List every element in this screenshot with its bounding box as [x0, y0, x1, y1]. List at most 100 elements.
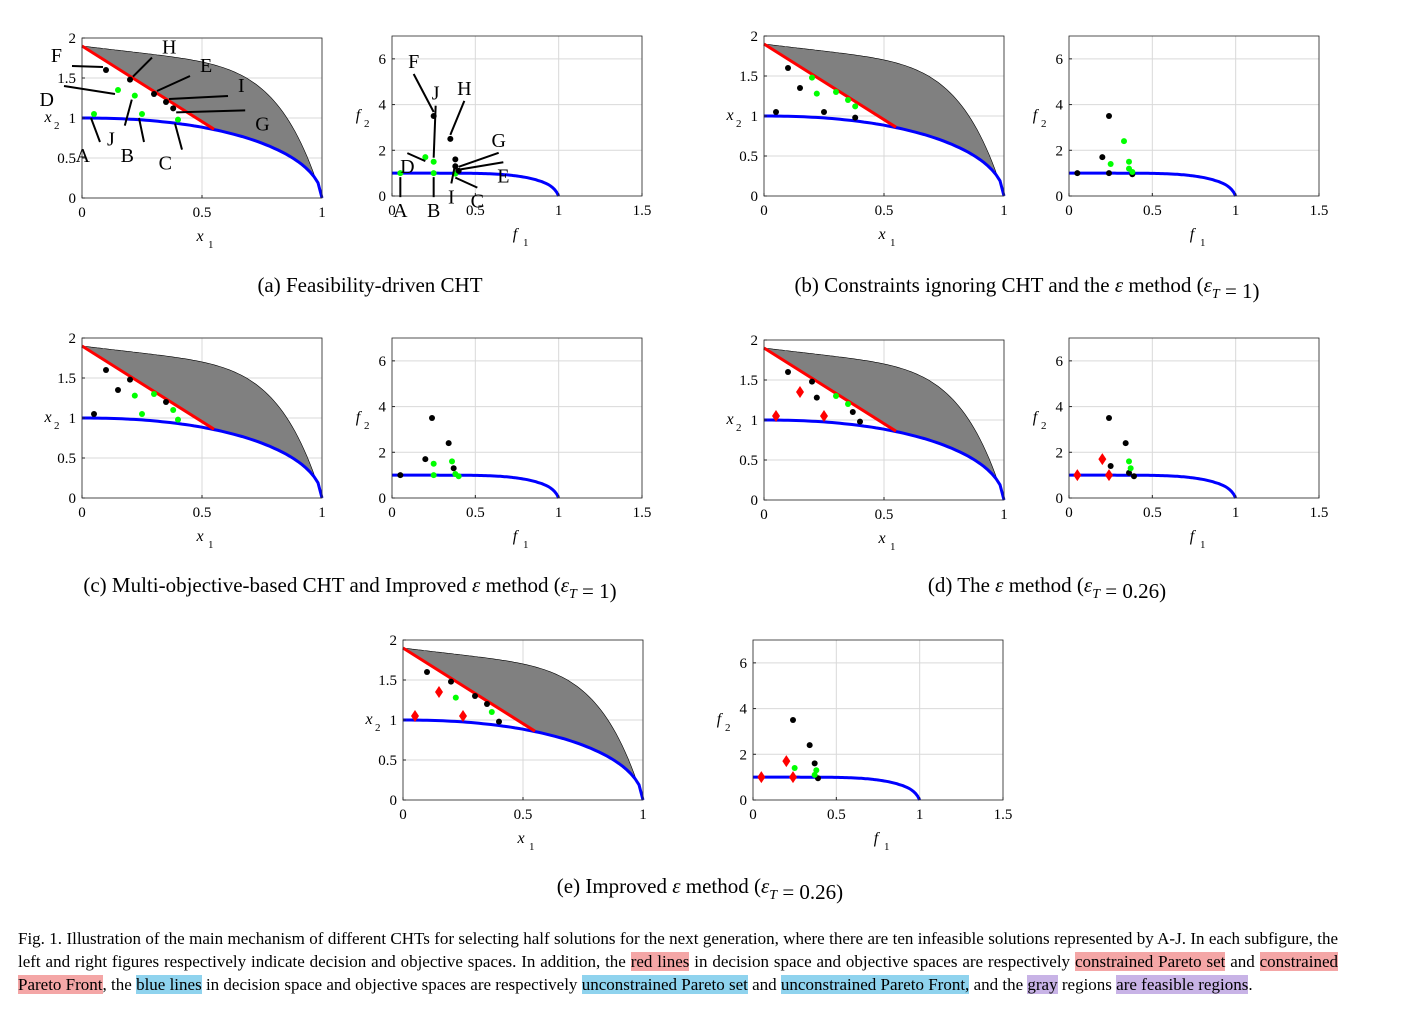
decision-e-diamond-point	[435, 686, 443, 698]
objective-a-xtick-label: 0.5	[466, 203, 485, 219]
decision-a-arrow-B	[138, 117, 145, 143]
caption-text-7: and the	[969, 975, 1028, 994]
decision-d-ylabel: x	[725, 411, 733, 428]
objective-a-arrow-C	[454, 176, 478, 189]
decision-a-xtick-label: 0	[78, 205, 86, 221]
objective-d-black-point	[1122, 440, 1129, 447]
objective-a-plot-frame	[391, 35, 643, 197]
decision-d-xtick-label: 0	[760, 507, 768, 523]
decision-b-unconstrained-set-line	[764, 114, 1006, 197]
decision-a-green-point	[131, 92, 138, 99]
objective-d-xtick-label: 1.5	[1310, 505, 1329, 521]
figure-caption: Fig. 1. Illustration of the main mechani…	[18, 927, 1338, 996]
decision-c-xtick-label: 0.5	[193, 505, 212, 521]
decision-c-black-point	[103, 367, 109, 373]
caption-c-part: (c) Multi-objective-based CHT and Improv…	[83, 573, 472, 597]
objective-b-ylabel-sub: 2	[1041, 118, 1047, 130]
objective-a-ytick-label: 4	[379, 98, 387, 114]
objective-a-green-point	[397, 170, 404, 177]
objective-e-ytick-label: 4	[740, 702, 748, 718]
caption-b-part: = 1)	[1220, 279, 1260, 303]
decision-a-black-point	[127, 76, 133, 83]
objective-a-xtick-label: 0	[388, 203, 396, 219]
objective-b-black-point	[1099, 154, 1106, 161]
objective-a-ylabel: f	[356, 107, 363, 124]
caption-c-part: ε	[472, 573, 481, 597]
objective-d-ytick-label: 6	[1056, 354, 1064, 370]
objective-b-plot-frame	[1068, 35, 1320, 197]
decision-b-green-point	[852, 103, 859, 110]
decision-e-xtick-label: 0	[399, 807, 407, 823]
decision-a-annotation-J: J	[107, 129, 115, 151]
caption-c-part: T	[569, 587, 578, 602]
decision-a-arrow-C	[174, 123, 183, 150]
decision-a-green-point	[175, 116, 181, 123]
caption-e-part: ε	[761, 874, 770, 898]
decision-c-ytick-label: 0	[69, 491, 77, 507]
decision-d-xtick-label: 1	[1000, 507, 1008, 523]
decision-b-green-point	[833, 89, 839, 95]
objective-e-xlabel-sub: 1	[884, 841, 890, 853]
decision-c-ylabel: x	[43, 409, 51, 426]
decision-a-constrained-set-line	[81, 44, 215, 131]
objective-a-arrow-F	[412, 73, 435, 113]
caption-text-6: and	[747, 975, 781, 994]
decision-e-constrained-set-line	[402, 646, 536, 733]
decision-a-ylabel-sub: 2	[54, 120, 60, 132]
objective-a-annotation-J: J	[432, 83, 440, 105]
caption-b-part: method (	[1123, 273, 1203, 297]
objective-b-green-point	[1121, 138, 1127, 145]
decision-a-black-point	[103, 67, 109, 73]
objective-c-xtick-label: 1.5	[633, 505, 652, 521]
objective-b-unconstrained-front-line	[1069, 171, 1238, 197]
objective-d-black-point	[1126, 469, 1132, 476]
decision-a-arrow-H	[132, 56, 153, 78]
decision-c-xlabel-sub: 1	[208, 539, 214, 551]
decision-e-ytick-label: 1.5	[378, 673, 397, 689]
objective-c-plot-frame	[391, 337, 643, 499]
decision-a-arrow-F	[71, 65, 104, 68]
decision-c-black-point	[127, 376, 133, 383]
objective-c-green-point	[449, 458, 455, 465]
decision-a-annotation-C: C	[159, 153, 172, 175]
objective-c-black-point	[445, 440, 452, 447]
objective-d-unconstrained-front-line	[1069, 473, 1238, 499]
objective-b-ylabel: f	[1033, 107, 1040, 124]
decision-c-black-point	[115, 387, 121, 393]
decision-a-ytick-label: 2	[69, 31, 77, 47]
objective-d-diamond-point	[1105, 469, 1113, 482]
decision-c-xtick-label: 1	[318, 505, 326, 521]
objective-b-xtick-label: 1.5	[1310, 203, 1329, 219]
objective-c-xtick-label: 0	[388, 505, 396, 521]
decision-d-black-point	[785, 369, 791, 375]
objective-c-ytick-label: 4	[379, 400, 387, 416]
objective-b-xlabel: f	[1190, 226, 1197, 243]
decision-e-black-point	[472, 693, 478, 699]
decision-a-ytick-label: 1	[69, 111, 77, 127]
decision-c-black-point	[163, 399, 169, 405]
decision-a-annotation-F: F	[51, 45, 62, 67]
decision-a-black-point	[163, 99, 169, 105]
decision-a-annotation-E: E	[200, 55, 212, 77]
caption-feasible-regions: are feasible regions	[1116, 975, 1249, 994]
decision-c-ytick-label: 1.5	[57, 371, 76, 387]
decision-c-ylabel-sub: 2	[54, 420, 60, 432]
decision-d-ytick-label: 1.5	[739, 373, 758, 389]
objective-a-arrow-I	[450, 163, 457, 184]
objective-a-green-point	[422, 154, 429, 161]
objective-a-xlabel: f	[513, 226, 520, 243]
objective-d-xtick-label: 1	[1232, 505, 1240, 521]
decision-b-green-point	[845, 97, 851, 103]
decision-d-constrained-set-line	[763, 346, 897, 433]
decision-e-black-point	[484, 701, 490, 707]
decision-b-xtick-label: 0	[760, 203, 768, 219]
caption-unconstrained-set: unconstrained Pareto set	[581, 975, 748, 994]
objective-a-arrow-D	[406, 152, 426, 163]
decision-e-green-point	[488, 709, 495, 715]
objective-d-green-point	[1127, 465, 1134, 472]
objective-b-ytick-label: 2	[1056, 143, 1064, 159]
objective-b-ytick-label: 6	[1056, 52, 1064, 68]
objective-c-black-point	[397, 472, 404, 479]
